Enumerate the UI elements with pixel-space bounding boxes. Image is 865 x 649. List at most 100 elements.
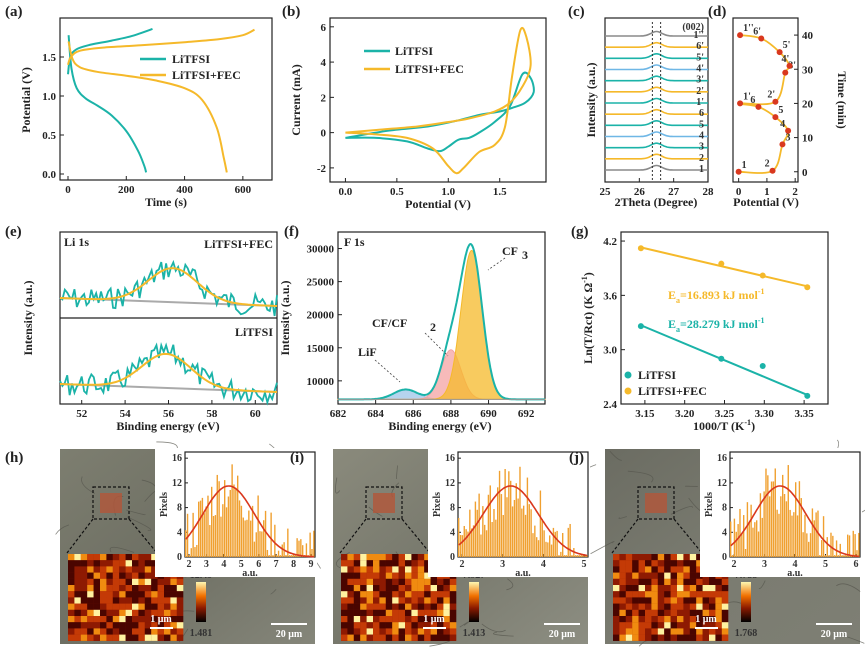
heatmap-cell xyxy=(625,628,633,635)
x-tick-label: 2 xyxy=(187,559,192,570)
heatmap-cell xyxy=(651,603,658,610)
x-axis-label: 2Theta (Degree) xyxy=(615,195,698,209)
heatmap-cell xyxy=(664,560,671,567)
heatmap-cell xyxy=(80,622,88,629)
heatmap-cell xyxy=(417,597,425,604)
histogram-bar xyxy=(253,541,256,557)
heatmap-cell xyxy=(619,554,626,561)
heatmap-cell xyxy=(119,597,126,604)
heatmap-cell xyxy=(138,591,145,598)
histogram-bar xyxy=(750,504,752,557)
histogram-bar xyxy=(539,490,542,557)
heatmap-cell xyxy=(341,578,348,586)
xrd-curve xyxy=(604,108,708,116)
histogram-bar xyxy=(526,477,529,557)
heatmap-cell xyxy=(721,597,729,604)
heatmap-cell xyxy=(373,578,380,586)
heatmap-cell xyxy=(341,603,348,610)
heatmap-cell xyxy=(379,603,386,610)
heatmap-cell xyxy=(702,609,710,617)
histogram-bar xyxy=(207,495,209,557)
histogram-bar xyxy=(225,507,228,557)
colorbar xyxy=(741,582,751,622)
heatmap-cell xyxy=(689,560,697,567)
histogram-bar xyxy=(549,535,551,557)
heatmap-cell xyxy=(651,622,658,629)
curve-label: 1 xyxy=(699,164,704,175)
heatmap-cell xyxy=(651,634,658,641)
heatmap-cell xyxy=(93,616,101,623)
heatmap-cell xyxy=(437,628,444,635)
histogram-bar xyxy=(541,519,543,557)
heatmap-cell xyxy=(645,616,652,623)
heatmap-cell xyxy=(696,628,703,635)
x-tick-label: 4 xyxy=(221,559,226,570)
heatmap-cell xyxy=(347,603,354,610)
heatmap-cell xyxy=(657,560,665,567)
heatmap-cell xyxy=(696,554,703,561)
heatmap-cell xyxy=(347,634,354,641)
heatmap-cell xyxy=(689,578,697,586)
heatmap-cell xyxy=(632,616,639,623)
data-point xyxy=(785,127,792,134)
heatmap-cell xyxy=(398,591,406,598)
heatmap-cell xyxy=(651,597,658,604)
heatmap-cell xyxy=(709,616,716,623)
curve-label: 6' xyxy=(696,41,704,52)
heatmap-cell xyxy=(405,572,412,579)
heatmap-cell xyxy=(709,585,716,592)
histogram-bar xyxy=(809,533,812,557)
heatmap-cell xyxy=(170,616,177,623)
heatmap-cell xyxy=(353,585,361,592)
histogram-bar xyxy=(798,481,801,557)
heatmap-cell xyxy=(619,634,626,641)
heatmap-cell xyxy=(625,585,633,592)
heatmap-cell xyxy=(385,585,393,592)
legend-label: LiTFSI+FEC xyxy=(638,384,707,398)
histogram-bar xyxy=(227,496,230,557)
heatmap-cell xyxy=(347,609,354,617)
heatmap-cell xyxy=(645,578,652,586)
heatmap-cell xyxy=(112,622,120,629)
xrd-curve xyxy=(605,41,708,48)
xrd-curve xyxy=(605,97,708,104)
heatmap-cell xyxy=(151,578,158,586)
heatmap-cell xyxy=(100,597,107,604)
heatmap-cell xyxy=(613,622,620,629)
heatmap-cell xyxy=(449,591,457,598)
histogram-bar xyxy=(759,493,762,557)
histogram-bar xyxy=(216,474,218,557)
histogram-bar xyxy=(852,530,854,557)
sem-crack xyxy=(270,589,277,595)
heatmap-cell xyxy=(341,616,348,623)
heatmap-cell xyxy=(68,628,75,635)
heatmap-cell xyxy=(721,622,729,629)
colorbar-min: 1.413 xyxy=(463,628,486,639)
heatmap-cell xyxy=(347,616,354,623)
x-axis-label: 1000/T (K-1) xyxy=(693,418,755,433)
xrd-curve xyxy=(605,131,708,138)
heatmap-cell xyxy=(164,634,171,641)
heatmap-cell xyxy=(366,628,374,635)
heatmap-cell xyxy=(613,634,620,641)
x-tick-label: 2 xyxy=(732,559,737,570)
legend-label: LiTFSI xyxy=(172,52,210,66)
x-axis-label: Potential (V) xyxy=(405,197,471,211)
x-axis-label: Potential (V) xyxy=(733,195,799,209)
heatmap-cell xyxy=(689,572,697,579)
data-point xyxy=(776,49,783,56)
histogram-bar xyxy=(281,544,283,557)
heatmap-cell xyxy=(664,578,671,586)
histogram-bar xyxy=(510,480,512,557)
annotation-sub: 2 xyxy=(430,320,436,334)
heatmap-cell xyxy=(125,634,133,641)
heatmap-cell xyxy=(176,578,184,586)
x-tick-label: 690 xyxy=(480,408,497,420)
heatmap-cell xyxy=(632,591,639,598)
heatmap-cell xyxy=(664,566,671,573)
heatmap-cell xyxy=(366,591,374,598)
histogram-bar xyxy=(843,555,845,557)
heatmap-cell xyxy=(424,572,431,579)
heatmap-cell xyxy=(366,622,374,629)
